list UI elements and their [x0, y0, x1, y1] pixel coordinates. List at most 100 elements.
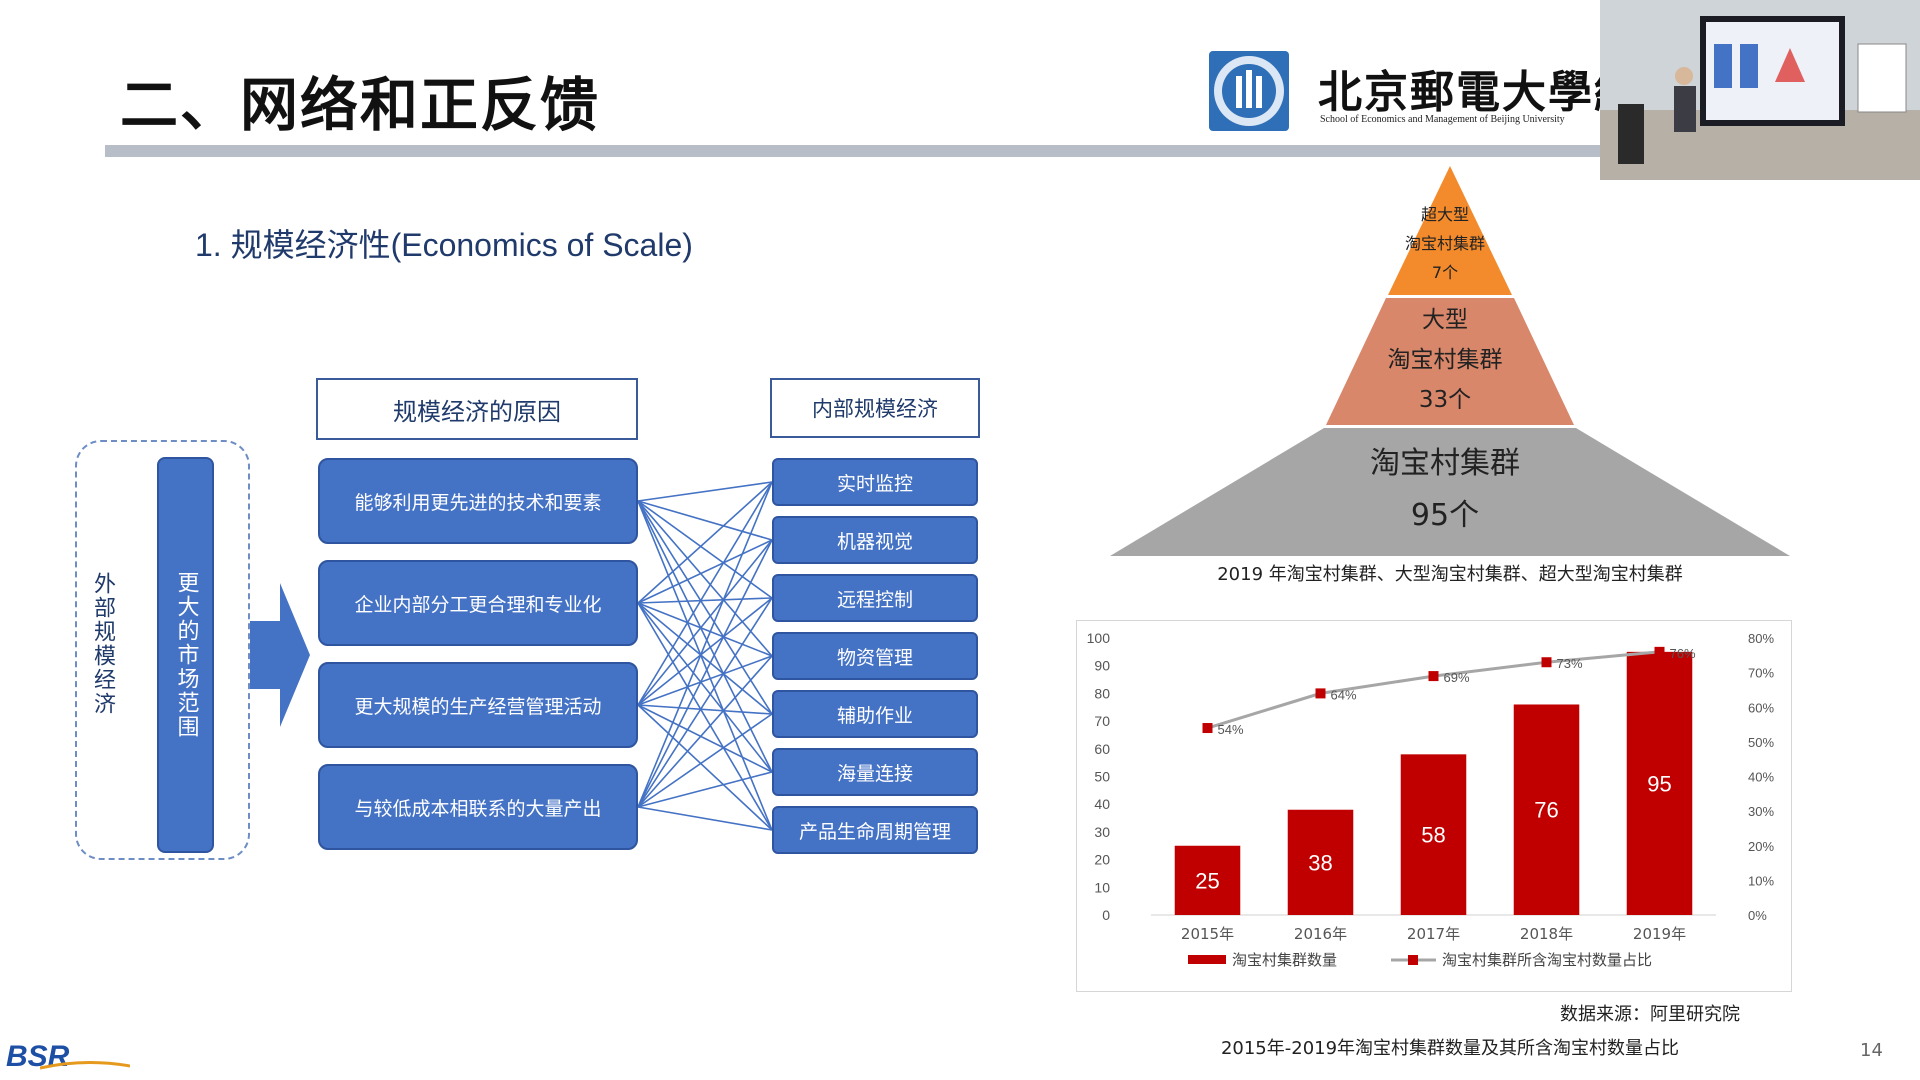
y-tick-label: 30 [1094, 824, 1110, 840]
connector-line [637, 500, 773, 773]
reasons-header: 规模经济的原因 [316, 378, 638, 440]
y2-tick-label: 30% [1748, 804, 1774, 819]
pyramid-bottom-line1: 淘宝村集群 [1370, 446, 1520, 481]
connector-line [637, 500, 773, 541]
pyramid-middle-line2: 淘宝村集群 [1387, 347, 1503, 373]
pyramid-level-middle [1326, 298, 1574, 425]
connector-line [637, 481, 773, 706]
ratio-line [1207, 650, 1660, 730]
ratio-marker [1428, 671, 1439, 682]
reason-box: 能够利用更先进的技术和要素 [318, 458, 638, 544]
y-tick-label: 90 [1094, 658, 1110, 674]
internal-economy-header: 内部规模经济 [770, 378, 980, 438]
x-tick-label: 2019年 [1633, 925, 1686, 943]
right-arrow-icon [250, 583, 310, 727]
legend-line-label: 淘宝村集群所含淘宝村数量占比 [1442, 951, 1652, 969]
presenter-video-thumbnail[interactable] [1600, 0, 1920, 180]
connector-line [637, 655, 773, 706]
pyramid-level-top [1388, 166, 1512, 295]
pyramid-top-line1: 超大型 [1420, 205, 1469, 224]
taobao-cluster-chart: 100908070605040302010080%70%60%50%40%30%… [1087, 630, 1775, 969]
ratio-value-label: 69% [1444, 670, 1470, 685]
connector-line [637, 597, 773, 808]
y-tick-label: 70 [1094, 713, 1110, 729]
ratio-value-label: 76% [1670, 646, 1696, 661]
bar-value-label: 38 [1308, 850, 1332, 875]
external-economy-box [75, 440, 250, 860]
y2-tick-label: 70% [1748, 666, 1774, 681]
internal-item-box: 辅助作业 [772, 690, 978, 738]
internal-item-box: 产品生命周期管理 [772, 806, 978, 854]
ratio-marker [1541, 657, 1552, 668]
bar-2016年 [1287, 809, 1354, 915]
pyramid-middle-count: 33个 [1418, 387, 1472, 413]
internal-item-box: 远程控制 [772, 574, 978, 622]
internal-item-box: 实时监控 [772, 458, 978, 506]
ratio-marker [1654, 646, 1665, 657]
connector-line [637, 481, 773, 502]
legend-bar-label: 淘宝村集群数量 [1232, 951, 1337, 969]
connector-line [637, 597, 773, 604]
page-number: 14 [1860, 1040, 1883, 1061]
y-tick-label: 0 [1102, 907, 1110, 923]
y-tick-label: 100 [1087, 630, 1111, 646]
connector-line [637, 713, 773, 808]
cluster-pyramid [1110, 166, 1790, 556]
connector-line [637, 539, 773, 706]
presenter-video-image [1600, 0, 1920, 180]
internal-item-box: 物资管理 [772, 632, 978, 680]
ratio-marker [1202, 723, 1213, 734]
connector-line [637, 602, 773, 657]
connector-line [637, 602, 773, 715]
connector-line [637, 704, 773, 773]
x-tick-label: 2015年 [1181, 925, 1234, 943]
connector-line [637, 597, 773, 706]
y2-tick-label: 0% [1748, 908, 1767, 923]
slide-title: 二、网络和正反馈 [120, 71, 601, 139]
pyramid-top-count: 7个 [1431, 263, 1459, 282]
connector-line [637, 539, 773, 604]
pyramid-level-bottom [1110, 428, 1790, 556]
chart-caption: 2015年-2019年淘宝村集群数量及其所含淘宝村数量占比 [1220, 1038, 1680, 1059]
reason-box: 与较低成本相联系的大量产出 [318, 764, 638, 850]
x-tick-label: 2018年 [1520, 925, 1573, 943]
y2-tick-label: 60% [1748, 700, 1774, 715]
bar-2018年 [1513, 704, 1580, 915]
reason-box: 更大规模的生产经营管理活动 [318, 662, 638, 748]
pyramid-middle-line1: 大型 [1422, 307, 1468, 333]
x-tick-label: 2016年 [1294, 925, 1347, 943]
y-tick-label: 40 [1094, 796, 1110, 812]
internal-item-box: 机器视觉 [772, 516, 978, 564]
bar-value-label: 25 [1195, 868, 1219, 893]
y2-tick-label: 20% [1748, 839, 1774, 854]
connector-line [637, 602, 773, 831]
pyramid-top-label: 超大型 淘宝村集群 7个 [1370, 200, 1520, 287]
market-scope-bar: 更大的市场范围 [157, 457, 214, 853]
connector-line [637, 655, 773, 808]
logo-swoosh-icon [40, 1060, 130, 1070]
y-tick-label: 50 [1094, 769, 1110, 785]
external-economy-label: 外部规模经济 [90, 572, 115, 716]
y-tick-label: 20 [1094, 852, 1110, 868]
connector-line [637, 704, 773, 715]
connector-line [637, 481, 773, 808]
y-tick-label: 60 [1094, 741, 1110, 757]
connector-line [637, 500, 773, 657]
university-logo-icon [1209, 51, 1289, 131]
bar-value-label: 58 [1421, 823, 1445, 848]
bsr-logo: BSR [6, 1040, 70, 1073]
y2-tick-label: 40% [1748, 770, 1774, 785]
connector-line [637, 602, 773, 773]
pyramid-middle-label: 大型 淘宝村集群 33个 [1330, 300, 1560, 420]
internal-item-box: 海量连接 [772, 748, 978, 796]
y2-tick-label: 50% [1748, 735, 1774, 750]
university-subtitle: School of Economics and Management of Be… [1320, 114, 1565, 125]
bar-value-label: 95 [1647, 771, 1671, 796]
y2-tick-label: 10% [1748, 873, 1774, 888]
connector-line [637, 539, 773, 808]
connector-line [637, 771, 773, 808]
x-tick-label: 2017年 [1407, 925, 1460, 943]
data-source: 数据来源：阿里研究院 [1560, 1004, 1740, 1025]
connector-line [637, 481, 773, 604]
bar-value-label: 76 [1534, 798, 1558, 823]
